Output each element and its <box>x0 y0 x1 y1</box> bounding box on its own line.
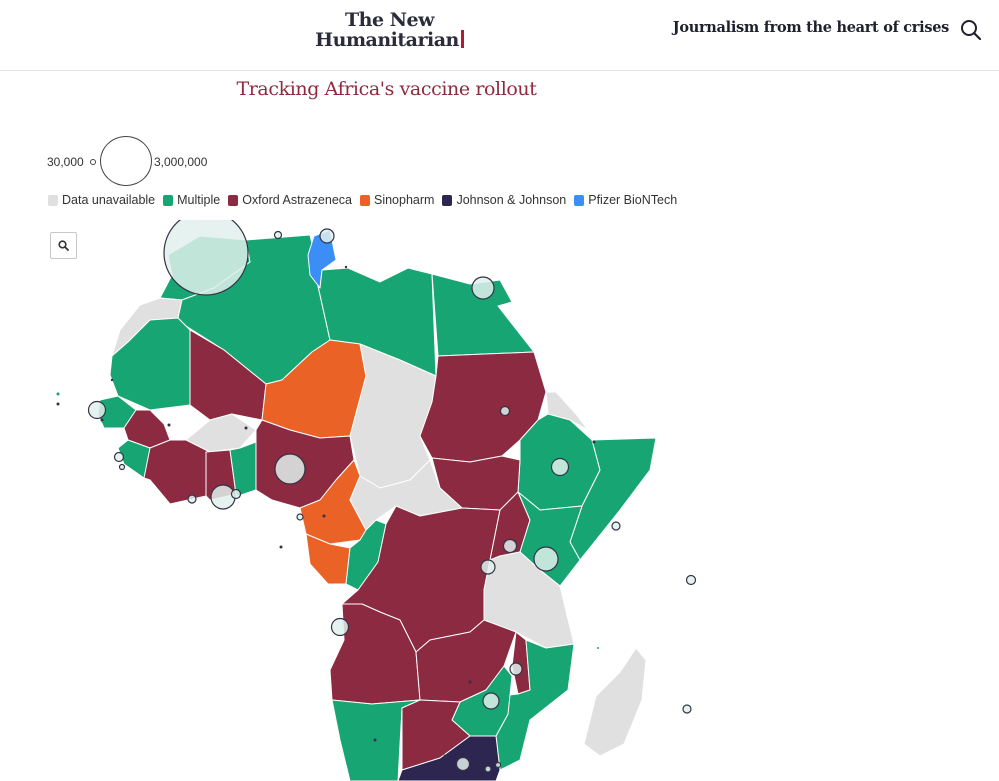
dot-gambia[interactable] <box>100 418 104 422</box>
legend-swatch <box>48 194 58 206</box>
logo-line-1: The New <box>345 9 434 31</box>
legend-item-sinopharm: Sinopharm <box>359 193 435 207</box>
country-sudan[interactable] <box>419 351 547 463</box>
bubble-mozambique[interactable] <box>494 761 502 769</box>
bubble-cameroon[interactable] <box>296 513 304 521</box>
bubble-ethiopia[interactable] <box>550 457 570 477</box>
country-mali[interactable] <box>189 329 267 421</box>
legend-label: Oxford Astrazeneca <box>242 193 352 207</box>
bubble-south-africa[interactable] <box>455 756 471 772</box>
size-legend-large-label: 3,000,000 <box>154 155 208 169</box>
bubble-malawi[interactable] <box>509 662 523 676</box>
size-legend-large-circle <box>100 136 152 186</box>
bubble-sierra-leone[interactable] <box>118 463 126 471</box>
legend-label: Pfizer BioNTech <box>588 193 678 207</box>
dot-namibia[interactable] <box>373 738 377 742</box>
legend-swatch <box>228 194 239 206</box>
size-legend-small-label: 30,000 <box>47 155 84 169</box>
bubble-ghana[interactable] <box>210 484 236 510</box>
legend-label: Sinopharm <box>373 193 435 207</box>
bubble-sudan[interactable] <box>499 405 511 417</box>
dot-mauritania[interactable] <box>110 378 114 382</box>
country-madagascar[interactable] <box>583 647 647 757</box>
island-cape-verde[interactable] <box>55 391 61 397</box>
legend-label: Multiple <box>177 193 221 207</box>
dot-djibouti[interactable] <box>592 440 596 444</box>
bubble-rwanda[interactable] <box>480 559 496 575</box>
bubble-angola[interactable] <box>330 617 350 637</box>
dot-gabon[interactable] <box>322 514 326 518</box>
bubble-eswatini[interactable] <box>484 765 492 773</box>
legend-item-data-unavailable: Data unavailable <box>48 193 155 207</box>
search-icon <box>961 20 982 41</box>
dot-botswana[interactable] <box>443 754 447 758</box>
dot-burkina[interactable] <box>167 423 171 427</box>
country-south-africa[interactable] <box>397 735 501 781</box>
legend-label: Data unavailable <box>62 193 156 207</box>
bubble-seychelles[interactable] <box>685 574 697 586</box>
bubble-guinea[interactable] <box>113 451 125 463</box>
tagline: Journalism from the heart of crises <box>672 19 950 36</box>
bubble-togo[interactable] <box>230 488 242 500</box>
dot-zambia[interactable] <box>468 680 472 684</box>
bubble-algeria[interactable] <box>273 230 283 240</box>
bubble-cote-divoire[interactable] <box>187 494 197 504</box>
bubble-uganda[interactable] <box>502 538 518 554</box>
bubble-egypt[interactable] <box>471 276 495 300</box>
site-header: The New Humanitarian Journalism from the… <box>0 0 999 71</box>
zoom-button[interactable] <box>50 232 77 259</box>
country-cote-divoire[interactable] <box>143 439 211 505</box>
bubble-nigeria[interactable] <box>274 453 306 485</box>
legend-label: Johnson & Johnson <box>456 193 567 207</box>
logo-line-2: Humanitarian <box>315 29 459 51</box>
bubble-size-legend: 30,000 3,000,000 <box>47 136 247 188</box>
legend-swatch <box>359 194 370 206</box>
bubble-zimbabwe[interactable] <box>482 692 500 710</box>
africa-map[interactable] <box>0 220 999 781</box>
site-logo[interactable]: The New Humanitarian <box>307 10 472 50</box>
vaccine-legend: Data unavailable Multiple Oxford Astraze… <box>48 193 677 207</box>
legend-swatch <box>163 194 174 206</box>
island-comoros[interactable] <box>596 646 600 650</box>
zoom-icon <box>58 240 69 251</box>
country-libya[interactable] <box>317 267 437 377</box>
dot-eq-guinea[interactable] <box>279 545 283 549</box>
dot-libya[interactable] <box>344 265 348 269</box>
bubble-kenya[interactable] <box>533 546 559 572</box>
bubble-tunisia[interactable] <box>319 228 335 244</box>
map-title: Tracking Africa's vaccine rollout <box>236 78 537 100</box>
legend-item-oxford-astrazeneca: Oxford Astrazeneca <box>228 193 352 207</box>
logo-bar <box>460 30 464 48</box>
legend-item-johnson-and-johnson: Johnson & Johnson <box>442 193 566 207</box>
bubble-somalia[interactable] <box>611 521 621 531</box>
legend-item-pfizer-biontech: Pfizer BioNTech <box>574 193 677 207</box>
bubble-senegal[interactable] <box>87 400 107 420</box>
legend-swatch <box>442 194 453 206</box>
legend-swatch <box>574 194 585 206</box>
dot-cape-verde[interactable] <box>56 402 60 406</box>
dot-benin[interactable] <box>244 426 248 430</box>
search-button[interactable] <box>959 18 983 42</box>
legend-item-multiple: Multiple <box>163 193 220 207</box>
bubble-mauritius[interactable] <box>682 704 692 714</box>
size-legend-small-circle <box>90 159 96 165</box>
bubble-morocco[interactable] <box>163 220 249 296</box>
